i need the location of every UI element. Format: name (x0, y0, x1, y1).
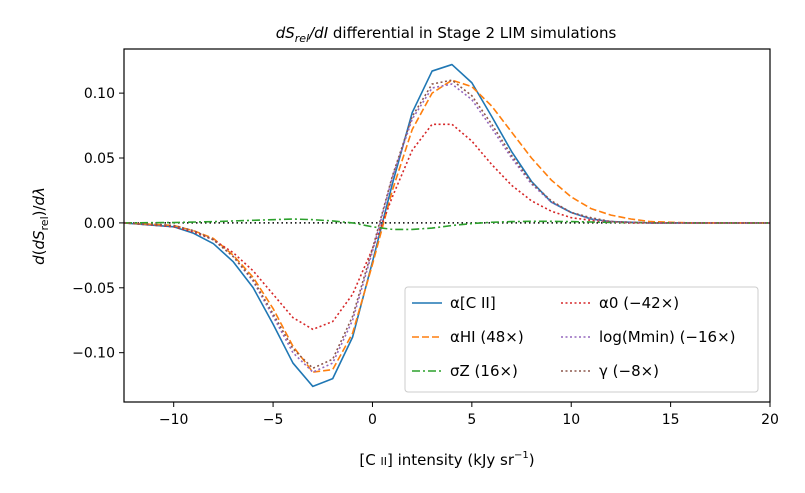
x-axis-label: [C II] intensity (kJy sr−1) (359, 450, 534, 469)
y-tick-label: −0.05 (72, 281, 115, 297)
x-tick-label: 15 (662, 412, 680, 428)
x-axis-ticks: −10 −5 0 5 10 15 20 (159, 402, 779, 428)
x-tick-label: 0 (368, 412, 377, 428)
y-tick-label: −0.10 (72, 346, 115, 362)
x-tick-label: −10 (159, 412, 189, 428)
series-line-5 (124, 79, 770, 370)
x-tick-label: 20 (761, 412, 779, 428)
legend-label: αHI (48×) (450, 328, 524, 346)
legend-items: α[C II] αHI (48×) σZ (16×) α0 (−42×) log(Mmi… (412, 294, 736, 380)
y-tick-label: 0.10 (84, 86, 115, 102)
x-tick-label: 5 (467, 412, 476, 428)
legend-box (404, 286, 759, 393)
legend-label: γ (−8×) (599, 362, 659, 380)
x-tick-label: 10 (562, 412, 580, 428)
series-line-4 (124, 83, 770, 373)
y-tick-label: 0.00 (84, 216, 115, 232)
series-line-1 (124, 79, 770, 373)
legend-label: α[C II] (450, 294, 496, 312)
chart-title: dSrel/dI differential in Stage 2 LIM sim… (276, 24, 617, 45)
axes-frame (123, 48, 771, 403)
series-line-2 (124, 218, 770, 231)
y-tick-label: 0.05 (84, 151, 115, 167)
legend-label: log(Mmin) (−16×) (599, 328, 736, 346)
x-tick-label: −5 (263, 412, 284, 428)
y-axis-label: d(dSrel)/dλ (30, 187, 51, 265)
series-group (124, 63, 770, 388)
legend-label: α0 (−42×) (599, 294, 679, 312)
legend: α[C II] αHI (48×) σZ (16×) α0 (−42×) log(Mmi… (404, 286, 759, 393)
legend-label: σZ (16×) (450, 362, 518, 380)
y-axis-ticks: −0.10 −0.05 0.00 0.05 0.10 (72, 86, 124, 362)
plot-area (124, 63, 770, 388)
